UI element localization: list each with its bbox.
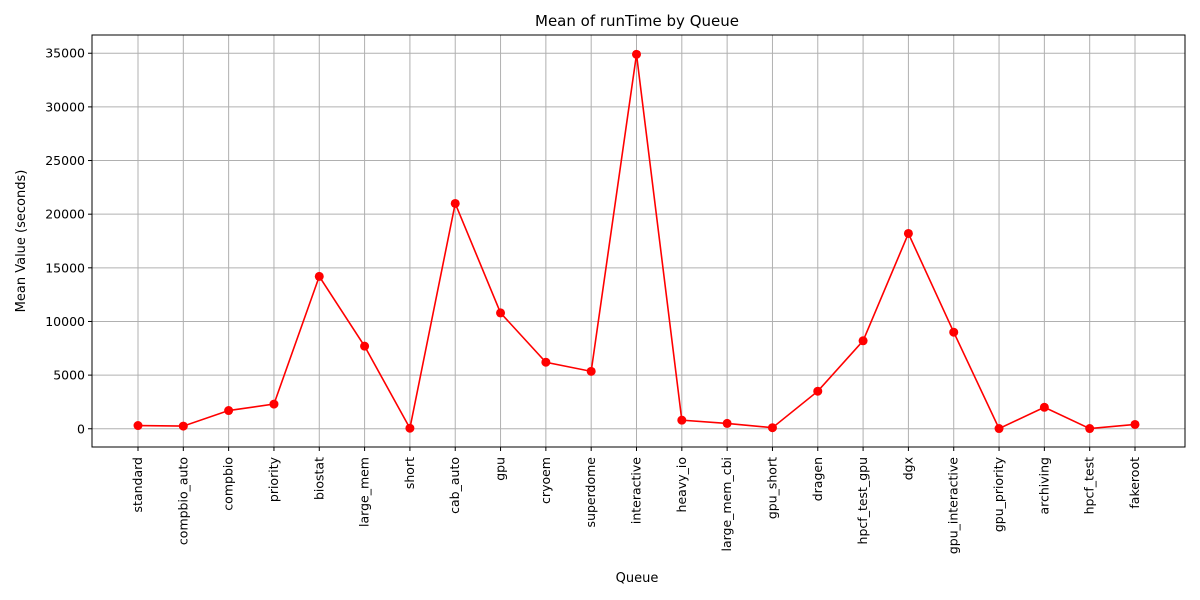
- plot-frame: [91, 34, 1186, 448]
- data-point: [541, 357, 551, 367]
- data-point: [496, 308, 506, 318]
- data-point: [450, 198, 460, 208]
- data-point: [178, 421, 188, 431]
- y-tick-label: 20000: [45, 207, 85, 222]
- grid-lines: [92, 35, 1185, 447]
- x-axis-label: Queue: [616, 571, 659, 586]
- y-tick-label: 35000: [45, 46, 85, 61]
- x-tick-label: large_mem_cbi: [719, 457, 734, 552]
- data-point: [1130, 419, 1140, 429]
- x-tick-label: cab_auto: [447, 457, 462, 514]
- data-series: [133, 49, 1140, 434]
- y-tick-label: 30000: [45, 99, 85, 114]
- y-tick-label: 10000: [45, 314, 85, 329]
- y-tick-label: 0: [77, 421, 85, 436]
- x-tick-label: interactive: [629, 457, 644, 524]
- x-tick-label: fakeroot: [1127, 457, 1142, 509]
- data-point: [405, 423, 415, 433]
- x-tick-label: hpcf_test_gpu: [855, 457, 870, 544]
- data-point: [1085, 424, 1095, 434]
- x-tick-label: compbio: [221, 457, 236, 511]
- data-point: [994, 424, 1004, 434]
- x-tick-label: hpcf_test: [1082, 457, 1097, 514]
- x-tick-label: archiving: [1036, 457, 1051, 515]
- data-point: [949, 327, 959, 337]
- x-tick-label: heavy_io: [674, 457, 689, 512]
- data-point: [858, 336, 868, 346]
- x-tick-label: biostat: [311, 457, 326, 500]
- x-tick-label: dragen: [810, 457, 825, 501]
- data-point: [224, 406, 234, 416]
- x-tick-label: cryoem: [538, 457, 553, 504]
- y-tick-label: 5000: [53, 368, 85, 383]
- x-tick-label: gpu: [493, 457, 508, 481]
- data-point: [586, 366, 596, 376]
- data-point: [269, 399, 279, 409]
- y-tick-label: 15000: [45, 260, 85, 275]
- x-tick-label: gpu_priority: [991, 456, 1006, 532]
- data-point: [133, 421, 143, 431]
- y-axis-label: Mean Value (seconds): [14, 170, 29, 313]
- x-tick-label: dgx: [900, 457, 915, 480]
- data-point: [903, 228, 913, 238]
- y-tick-label: 25000: [45, 153, 85, 168]
- x-tick-label: compbio_auto: [175, 457, 190, 545]
- axis-ticks: standard compbio_auto compbio priority biost…: [45, 46, 1142, 554]
- data-point: [1039, 402, 1049, 412]
- x-tick-label: large_mem: [357, 457, 372, 527]
- x-tick-label: gpu_interactive: [946, 457, 961, 554]
- data-point: [314, 271, 324, 281]
- x-tick-label: gpu_short: [764, 457, 779, 519]
- data-point: [722, 418, 732, 428]
- x-tick-label: priority: [266, 456, 281, 502]
- data-point: [767, 423, 777, 433]
- data-point: [632, 49, 641, 59]
- chart-title: Mean of runTime by Queue: [535, 12, 739, 30]
- x-tick-label: short: [402, 457, 417, 489]
- x-tick-label: superdome: [583, 457, 598, 528]
- data-point: [360, 341, 370, 351]
- data-point: [677, 415, 687, 425]
- x-tick-label: standard: [130, 457, 145, 512]
- data-point: [813, 386, 823, 396]
